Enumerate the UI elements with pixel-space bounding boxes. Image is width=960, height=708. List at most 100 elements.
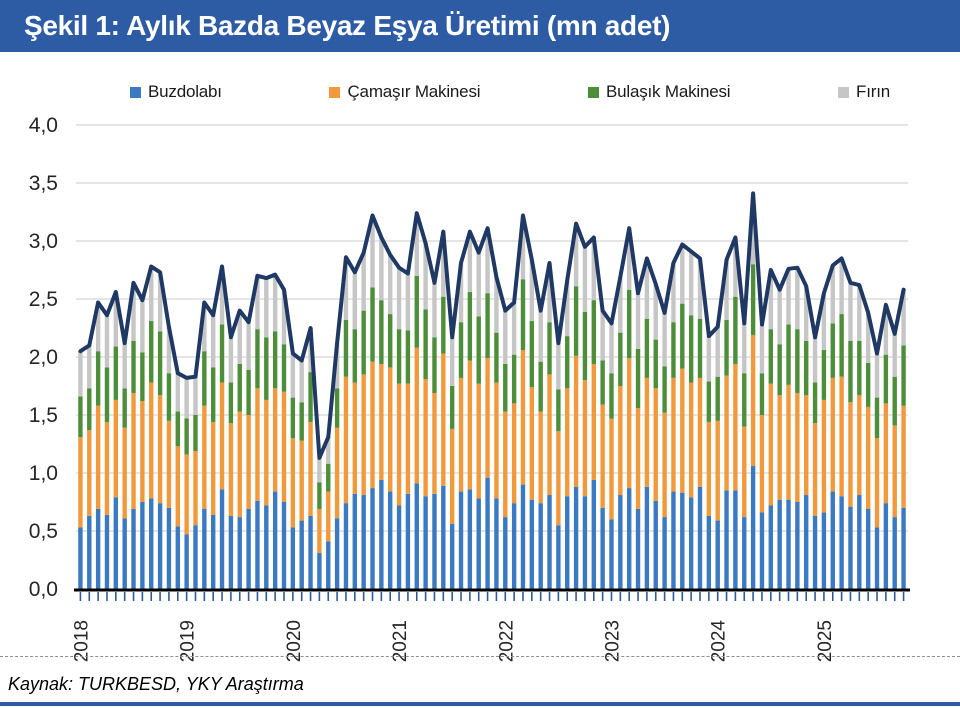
- bar-segment: [131, 282, 136, 341]
- bar-segment: [786, 268, 791, 325]
- bar-segment: [750, 264, 756, 335]
- total-line: [78, 191, 906, 460]
- firin-swatch-icon: [838, 86, 850, 98]
- bar-segment: [166, 373, 172, 421]
- bar-segment: [556, 525, 561, 589]
- bar-segment: [768, 383, 774, 506]
- camasir-swatch-icon: [329, 86, 341, 98]
- bar-segment: [883, 304, 889, 355]
- bar-segment: [228, 515, 234, 589]
- bar-segment: [467, 360, 473, 490]
- bar-segment: [688, 497, 694, 589]
- bar-segment: [361, 252, 366, 311]
- bar-segment: [848, 340, 853, 403]
- bar-segment: [848, 506, 853, 589]
- bar-segment: [644, 258, 650, 319]
- y-axis-tick-label: 1,5: [29, 404, 58, 427]
- y-axis-tick-label: 1,0: [29, 462, 58, 485]
- bar-segment: [706, 515, 712, 589]
- bar-segment: [795, 392, 800, 502]
- bar-segment: [122, 343, 127, 389]
- bar-segment: [804, 495, 809, 589]
- bar-segment: [299, 402, 304, 441]
- y-axis-tick-label: 0,5: [29, 520, 58, 543]
- bar-segment: [78, 351, 83, 397]
- y-axis-tick-label: 2,0: [29, 346, 58, 369]
- bar-segment: [485, 358, 490, 478]
- x-axis-year-label: 2022: [496, 620, 517, 662]
- bar-segment: [697, 486, 703, 589]
- bar-segment: [777, 395, 782, 500]
- bar-segment: [396, 329, 402, 384]
- bar-segment: [95, 351, 101, 406]
- bar-segment: [246, 415, 251, 509]
- figure-title-bar: Şekil 1: Aylık Bazda Beyaz Eşya Üretimi …: [0, 0, 960, 52]
- bar-segment: [644, 318, 650, 378]
- bar-segment: [334, 343, 340, 389]
- bar-segment: [662, 412, 667, 518]
- bar-segment: [582, 311, 588, 381]
- bar-segment: [396, 383, 402, 506]
- bar-segment: [414, 275, 419, 348]
- bar-segment: [237, 310, 242, 364]
- bar-segment: [680, 244, 685, 304]
- bar-segment: [688, 315, 694, 383]
- bar-segment: [449, 428, 455, 525]
- bar-segment: [759, 373, 765, 415]
- bar-segment: [671, 377, 676, 492]
- bar-segment: [795, 329, 800, 393]
- bar-segment: [750, 334, 756, 467]
- bar-segment: [857, 395, 862, 496]
- bar-segment: [600, 310, 605, 361]
- bar-segment: [786, 384, 791, 500]
- x-axis-year-label: 2024: [709, 620, 730, 663]
- bar-segment: [87, 345, 92, 389]
- bar-segment: [706, 336, 712, 382]
- bar-segment: [149, 266, 154, 322]
- legend-label: Buzdolabı: [148, 82, 222, 101]
- bar-segment: [87, 388, 92, 431]
- bar-segment: [405, 330, 411, 384]
- bar-segment: [405, 383, 411, 494]
- bar-segment: [219, 382, 225, 490]
- x-axis-year-label: 2020: [284, 620, 305, 662]
- bottom-accent-bar: [0, 702, 960, 706]
- bar-segment: [334, 388, 340, 428]
- bar-segment: [821, 293, 827, 351]
- bar-segment: [804, 395, 809, 496]
- bar-segment: [272, 274, 278, 332]
- bar-segment: [697, 377, 703, 487]
- bar-segment: [556, 431, 561, 526]
- bar-segment: [750, 466, 756, 589]
- bar-segment: [299, 520, 304, 589]
- bar-segment: [768, 270, 774, 330]
- bar-segment: [626, 358, 632, 489]
- bar-segment: [441, 231, 446, 297]
- bar-segment: [343, 257, 349, 320]
- figure-title: Şekil 1: Aylık Bazda Beyaz Eşya Üretimi …: [24, 10, 671, 41]
- y-axis-tick-label: 3,5: [29, 172, 58, 195]
- bar-segment: [78, 527, 83, 589]
- bar-segment: [476, 316, 481, 384]
- bar-segment: [892, 333, 897, 377]
- bar-segment: [812, 337, 818, 383]
- bar-segment: [768, 505, 774, 589]
- bar-segment: [166, 326, 172, 374]
- bar-segment: [804, 286, 809, 341]
- bar-segment: [821, 399, 827, 513]
- bar-segment: [352, 493, 358, 589]
- bar-segment: [520, 279, 526, 351]
- bar-segment: [166, 507, 172, 589]
- bar-segment: [246, 322, 251, 370]
- bar-segment: [573, 355, 579, 487]
- bar-segment: [87, 515, 92, 589]
- bar-segment: [379, 479, 384, 589]
- bar-segment: [538, 503, 543, 589]
- bar-segment: [724, 319, 729, 376]
- bar-segment: [237, 517, 242, 589]
- bar-segment: [272, 388, 278, 492]
- bar-segment: [609, 323, 614, 374]
- bar-segment: [104, 421, 110, 515]
- bar-segment: [228, 337, 234, 383]
- bar-segment: [467, 489, 473, 589]
